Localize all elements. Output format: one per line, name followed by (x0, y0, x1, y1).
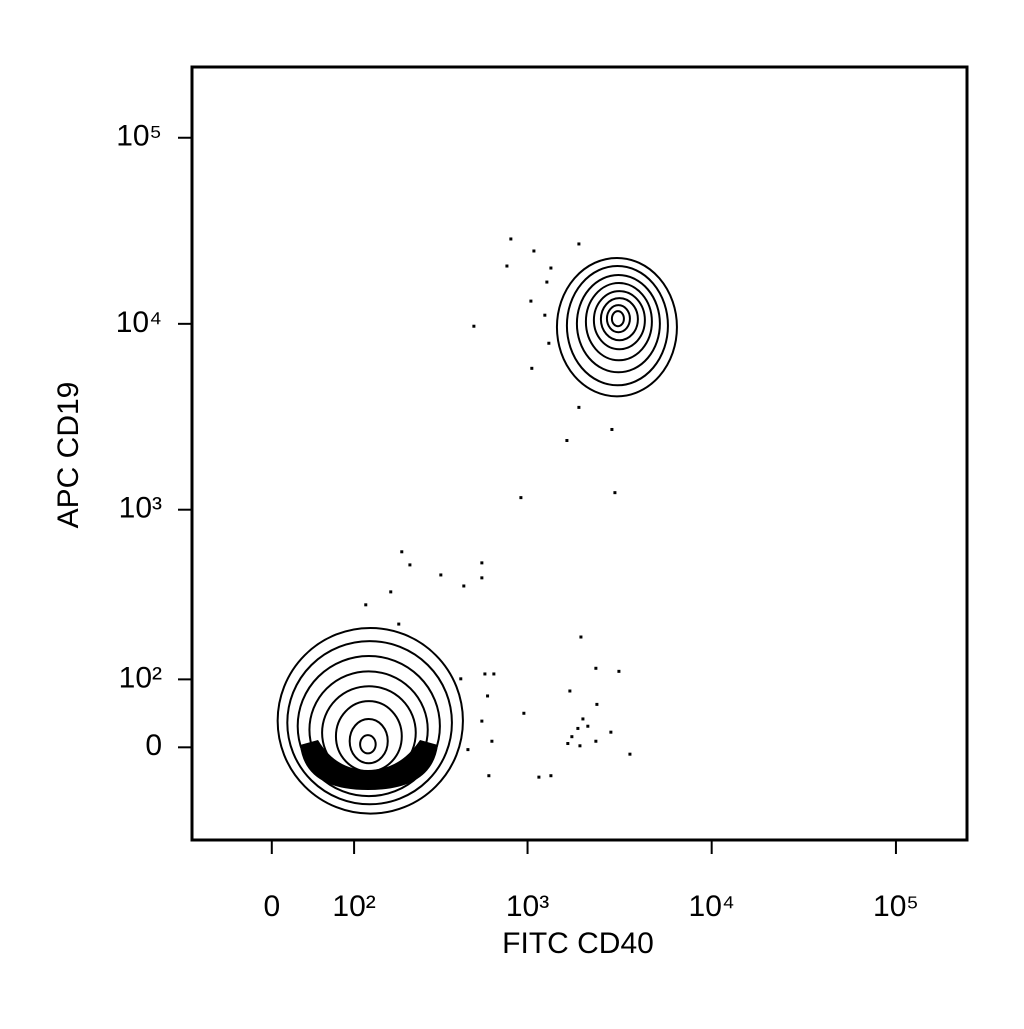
event-dot (594, 739, 598, 743)
contour-line (584, 282, 653, 362)
contour-line (605, 304, 631, 334)
event-dot (577, 242, 581, 246)
event-dot (537, 775, 541, 779)
x-axis-title: FITC CD40 (502, 927, 654, 960)
contour-line (286, 640, 453, 806)
event-dot (617, 669, 621, 673)
contour-line (359, 734, 377, 755)
y-tick-label: 10² (119, 661, 162, 694)
event-dot (480, 561, 484, 565)
y-tick-label: 0 (145, 729, 162, 762)
event-dot (579, 635, 583, 639)
event-dot (480, 719, 484, 723)
contour-line (276, 626, 464, 815)
event-dot (570, 735, 574, 739)
event-dot (492, 672, 496, 676)
y-axis-title: APC CD19 (52, 382, 85, 529)
event-dot (483, 672, 487, 676)
event-dot (628, 752, 632, 756)
contour-line (565, 265, 669, 387)
contour-line (599, 297, 639, 342)
event-dot (549, 774, 553, 778)
x-tick-label: 10² (332, 890, 375, 923)
contour-line (334, 700, 403, 773)
x-tick-label: 0 (263, 890, 280, 923)
y-tick-label: 10⁴ (116, 306, 162, 339)
event-dot (594, 666, 598, 670)
event-dot (490, 739, 494, 743)
event-dot (568, 689, 572, 693)
event-dot (462, 584, 466, 588)
event-dot (576, 726, 580, 730)
plot-frame (190, 65, 969, 842)
x-tick-label: 10³ (506, 890, 549, 923)
event-dot (364, 603, 368, 607)
event-dot (408, 563, 412, 567)
contour-line (296, 654, 441, 798)
contour-line (555, 256, 678, 398)
event-dot (532, 249, 536, 253)
event-dot (530, 366, 534, 370)
event-dot (486, 694, 490, 698)
event-dot (565, 438, 569, 442)
event-dot (586, 724, 590, 728)
event-dot (466, 748, 470, 752)
contour-line (308, 670, 429, 790)
event-dot (595, 702, 599, 706)
event-dot (581, 717, 585, 721)
event-dot (389, 590, 393, 594)
contour-line (348, 717, 389, 765)
event-dot (397, 622, 401, 626)
y-tick-label: 10⁵ (116, 120, 162, 153)
event-dot (439, 573, 443, 577)
y-tick-label: 10³ (119, 492, 162, 525)
event-dot (529, 299, 533, 303)
contour-line (610, 310, 625, 328)
event-dot (519, 496, 523, 500)
contour-line (592, 290, 646, 351)
x-tick-label: 10⁵ (873, 890, 919, 923)
event-dot (472, 324, 476, 328)
event-dot (480, 576, 484, 580)
event-dot (578, 744, 582, 748)
event-dot (459, 677, 463, 681)
x-tick-label: 10⁴ (689, 890, 735, 923)
event-dot (545, 280, 549, 284)
event-dot (609, 730, 613, 734)
event-dot (547, 341, 551, 345)
event-dot (400, 550, 404, 554)
event-dot (610, 427, 614, 431)
event-dot (577, 405, 581, 409)
event-dot (549, 266, 553, 270)
event-dot (487, 774, 491, 778)
event-dot (543, 313, 547, 317)
contour-line (321, 685, 417, 781)
event-dot (613, 491, 617, 495)
event-dot (522, 711, 526, 715)
event-dot (566, 742, 570, 746)
event-dot (505, 264, 509, 268)
event-dot (509, 237, 513, 241)
contour-line (575, 274, 661, 374)
